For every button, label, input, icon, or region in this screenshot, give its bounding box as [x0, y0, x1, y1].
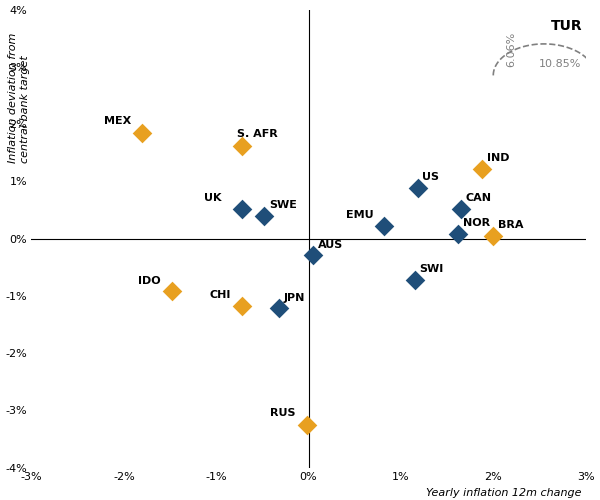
Text: RUS: RUS — [270, 408, 296, 418]
Text: UK: UK — [204, 193, 222, 203]
Point — [167, 288, 176, 296]
Text: JPN: JPN — [284, 292, 305, 302]
Point — [237, 302, 247, 310]
Text: NOR: NOR — [463, 218, 490, 228]
Text: AUS: AUS — [318, 240, 343, 250]
Text: S. AFR: S. AFR — [238, 129, 278, 139]
Text: 6.06%: 6.06% — [507, 32, 517, 68]
Text: 10.85%: 10.85% — [539, 59, 581, 69]
Text: SWE: SWE — [269, 200, 297, 210]
Text: Inflation deviation from
central bank target: Inflation deviation from central bank ta… — [8, 32, 30, 163]
Text: CHI: CHI — [209, 290, 231, 300]
Text: SWI: SWI — [419, 264, 443, 274]
Text: Yearly inflation 12m change: Yearly inflation 12m change — [425, 488, 581, 498]
Point — [237, 205, 247, 213]
Text: IDO: IDO — [138, 276, 161, 285]
Point — [237, 142, 247, 150]
Text: BRA: BRA — [498, 220, 523, 230]
Point — [379, 222, 389, 230]
Text: IND: IND — [487, 153, 509, 163]
Point — [259, 212, 269, 220]
Point — [478, 164, 487, 172]
Point — [302, 420, 311, 428]
Point — [410, 276, 419, 284]
Point — [137, 128, 147, 136]
Text: MEX: MEX — [104, 116, 131, 126]
Text: CAN: CAN — [466, 193, 491, 203]
Point — [454, 230, 463, 238]
Text: US: US — [422, 172, 439, 182]
Point — [488, 232, 498, 239]
Text: EMU: EMU — [346, 210, 373, 220]
Point — [456, 205, 466, 213]
Text: TUR: TUR — [551, 18, 582, 32]
Point — [308, 250, 318, 258]
Point — [274, 304, 284, 312]
Point — [413, 184, 422, 192]
